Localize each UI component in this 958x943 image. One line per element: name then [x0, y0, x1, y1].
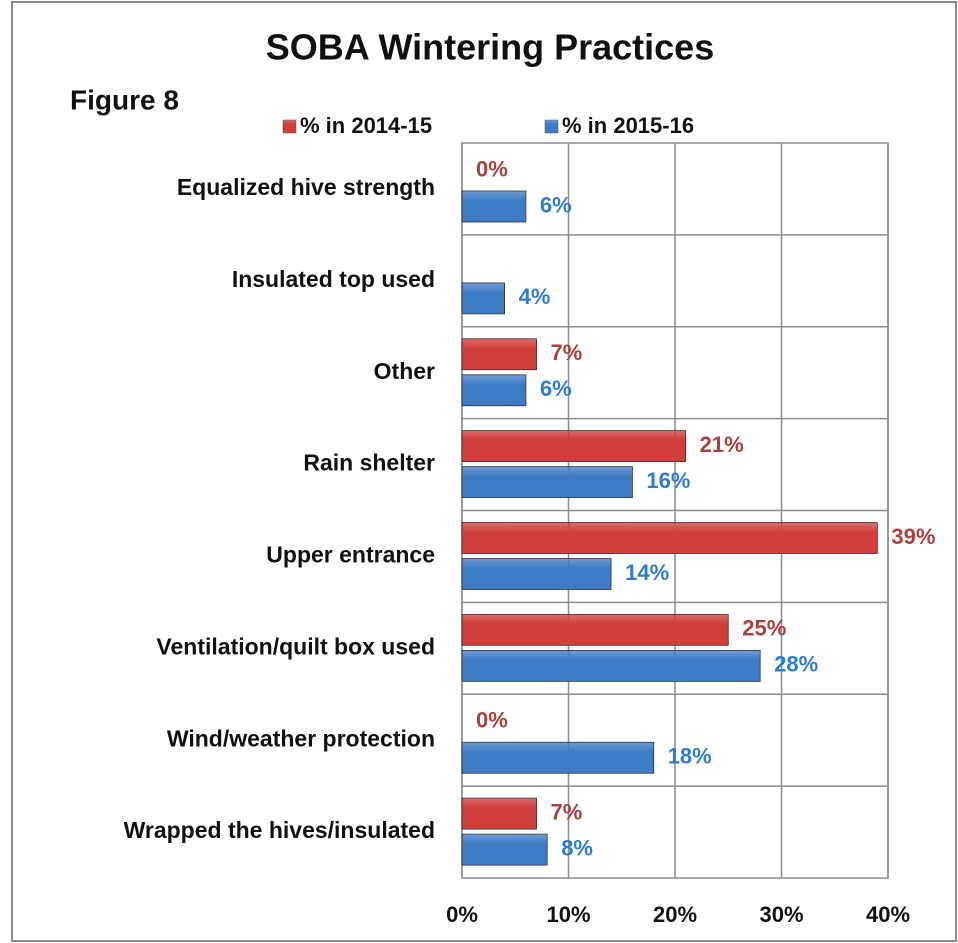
bar	[461, 190, 527, 223]
data-label: 6%	[540, 192, 572, 217]
data-label: 8%	[561, 835, 593, 860]
bar	[461, 282, 505, 315]
bar	[461, 741, 655, 774]
category-label: Upper entrance	[266, 542, 435, 568]
bar	[461, 558, 612, 590]
data-label: 16%	[646, 468, 690, 493]
x-tick-label: 20%	[653, 902, 697, 927]
bar	[461, 522, 878, 554]
x-tick-label: 30%	[759, 902, 803, 927]
data-label: 0%	[476, 156, 508, 181]
bar	[461, 797, 537, 830]
data-label: 6%	[540, 376, 572, 401]
bar	[461, 649, 761, 682]
category-label: Other	[374, 358, 435, 384]
category-label: Ventilation/quilt box used	[156, 633, 435, 659]
data-label: 28%	[774, 652, 818, 677]
figure-label: Figure 8	[70, 84, 179, 115]
data-label: 39%	[891, 524, 935, 549]
x-tick-label: 0%	[446, 902, 478, 927]
data-label: 7%	[551, 340, 583, 365]
data-label: 18%	[668, 744, 712, 769]
bar	[461, 338, 537, 371]
bar	[461, 374, 527, 407]
category-label: Wrapped the hives/insulated	[124, 817, 435, 843]
bar	[461, 613, 729, 646]
data-label: 4%	[519, 284, 551, 309]
legend-swatch	[282, 119, 297, 134]
data-label: 25%	[742, 616, 786, 641]
bar	[461, 466, 633, 499]
legend-swatch	[544, 119, 559, 134]
data-label: 21%	[700, 432, 744, 457]
category-label: Insulated top used	[232, 266, 435, 292]
category-label: Rain shelter	[303, 450, 435, 476]
chart-title: SOBA Wintering Practices	[266, 27, 714, 68]
x-tick-label: 10%	[546, 902, 590, 927]
x-tick-label: 40%	[866, 902, 910, 927]
data-label: 0%	[476, 708, 508, 733]
category-label: Wind/weather protection	[167, 725, 435, 751]
data-label: 7%	[551, 799, 583, 824]
legend-label: % in 2014-15	[300, 113, 432, 138]
bar	[461, 430, 687, 463]
bar	[461, 833, 548, 866]
legend-label: % in 2015-16	[562, 113, 694, 138]
category-label: Equalized hive strength	[177, 174, 435, 200]
data-label: 14%	[625, 560, 669, 585]
